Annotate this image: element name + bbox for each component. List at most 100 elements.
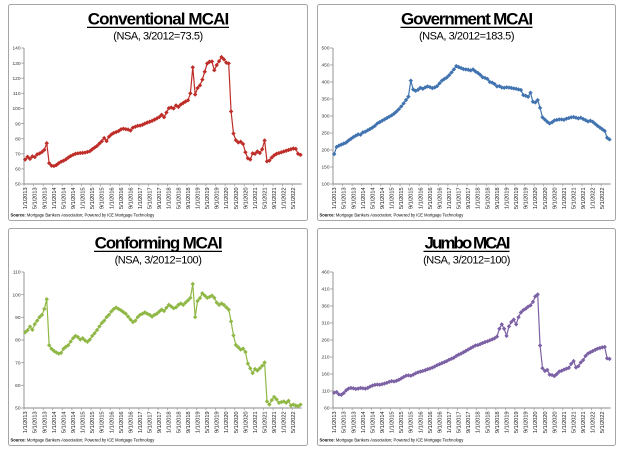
svg-text:5/1/2016: 5/1/2016	[119, 412, 125, 434]
svg-text:1/1/2021: 1/1/2021	[562, 188, 568, 210]
svg-text:Source: Mortgage Bankers Assoc: Source: Mortgage Bankers Association; Po…	[11, 213, 156, 218]
svg-text:1/1/2018: 1/1/2018	[476, 412, 482, 434]
svg-text:5/1/2013: 5/1/2013	[33, 412, 39, 434]
svg-text:60: 60	[15, 383, 21, 389]
svg-text:100: 100	[321, 182, 329, 188]
svg-text:100: 100	[12, 106, 20, 112]
svg-text:9/1/2016: 9/1/2016	[437, 188, 443, 210]
svg-text:450: 450	[321, 63, 329, 69]
svg-text:210: 210	[321, 355, 329, 361]
svg-text:1/1/2014: 1/1/2014	[361, 187, 367, 210]
svg-text:9/1/2013: 9/1/2013	[42, 412, 48, 434]
svg-text:50: 50	[15, 406, 21, 412]
svg-text:360: 360	[321, 304, 329, 310]
svg-text:5/1/2014: 5/1/2014	[370, 187, 376, 210]
svg-text:160: 160	[321, 372, 329, 378]
svg-text:5/1/2015: 5/1/2015	[399, 188, 405, 210]
svg-text:5/1/2022: 5/1/2022	[600, 188, 606, 210]
svg-text:5/1/2019: 5/1/2019	[514, 412, 520, 434]
svg-text:9/1/2016: 9/1/2016	[128, 412, 134, 434]
svg-text:5/1/2013: 5/1/2013	[342, 188, 348, 210]
svg-text:9/1/2020: 9/1/2020	[552, 412, 558, 434]
svg-text:80: 80	[15, 136, 21, 142]
svg-text:5/1/2015: 5/1/2015	[399, 412, 405, 434]
svg-text:1/1/2015: 1/1/2015	[390, 188, 396, 210]
svg-text:90: 90	[15, 121, 21, 127]
svg-text:9/1/2019: 9/1/2019	[524, 188, 530, 210]
svg-text:110: 110	[13, 91, 21, 97]
svg-text:50: 50	[15, 182, 21, 188]
svg-text:1/1/2013: 1/1/2013	[332, 188, 338, 210]
svg-text:1/1/2020: 1/1/2020	[224, 412, 230, 434]
svg-text:1/1/2022: 1/1/2022	[282, 412, 288, 434]
svg-text:5/1/2020: 5/1/2020	[543, 412, 549, 434]
svg-text:350: 350	[321, 97, 329, 103]
svg-text:1/1/2015: 1/1/2015	[390, 412, 396, 434]
svg-text:1/1/2017: 1/1/2017	[138, 188, 144, 210]
svg-text:9/1/2018: 9/1/2018	[495, 188, 501, 210]
svg-text:5/1/2018: 5/1/2018	[176, 188, 182, 210]
svg-text:5/1/2016: 5/1/2016	[428, 188, 434, 210]
svg-text:(NSA, 3/2012=100): (NSA, 3/2012=100)	[423, 255, 510, 267]
svg-text:1/1/2013: 1/1/2013	[332, 412, 338, 434]
svg-text:5/1/2017: 5/1/2017	[148, 188, 154, 210]
svg-text:1/1/2020: 1/1/2020	[224, 188, 230, 210]
svg-text:9/1/2021: 9/1/2021	[581, 188, 587, 210]
svg-text:9/1/2021: 9/1/2021	[581, 412, 587, 434]
svg-text:9/1/2014: 9/1/2014	[71, 411, 77, 434]
svg-text:9/1/2016: 9/1/2016	[128, 188, 134, 210]
svg-text:80: 80	[15, 338, 21, 344]
svg-text:1/1/2020: 1/1/2020	[533, 412, 539, 434]
svg-text:1/1/2016: 1/1/2016	[109, 188, 115, 210]
svg-text:140: 140	[12, 46, 20, 52]
svg-text:5/1/2013: 5/1/2013	[342, 412, 348, 434]
svg-text:1/1/2014: 1/1/2014	[52, 187, 58, 210]
svg-text:1/1/2019: 1/1/2019	[504, 412, 510, 434]
svg-text:1/1/2022: 1/1/2022	[591, 188, 597, 210]
svg-text:1/1/2018: 1/1/2018	[167, 412, 173, 434]
svg-text:1/1/2022: 1/1/2022	[591, 412, 597, 434]
svg-text:9/1/2018: 9/1/2018	[186, 412, 192, 434]
svg-text:5/1/2014: 5/1/2014	[61, 411, 67, 434]
svg-text:100: 100	[12, 292, 20, 298]
svg-text:250: 250	[321, 131, 329, 137]
svg-text:410: 410	[321, 287, 329, 293]
svg-text:9/1/2013: 9/1/2013	[42, 188, 48, 210]
svg-text:60: 60	[15, 167, 21, 173]
svg-text:1/1/2016: 1/1/2016	[418, 412, 424, 434]
svg-text:Source: Mortgage Bankers Assoc: Source: Mortgage Bankers Association; Po…	[320, 438, 465, 443]
svg-text:9/1/2014: 9/1/2014	[71, 187, 77, 210]
svg-text:1/1/2022: 1/1/2022	[282, 188, 288, 210]
svg-text:260: 260	[321, 338, 329, 344]
svg-text:9/1/2019: 9/1/2019	[215, 188, 221, 210]
svg-text:5/1/2022: 5/1/2022	[291, 412, 297, 434]
svg-text:5/1/2014: 5/1/2014	[61, 187, 67, 210]
svg-text:5/1/2021: 5/1/2021	[263, 412, 269, 434]
svg-text:Government MCAI: Government MCAI	[401, 10, 532, 29]
svg-text:1/1/2013: 1/1/2013	[23, 188, 29, 210]
svg-text:9/1/2014: 9/1/2014	[380, 187, 386, 210]
svg-text:9/1/2016: 9/1/2016	[437, 412, 443, 434]
svg-text:9/1/2020: 9/1/2020	[552, 188, 558, 210]
svg-text:9/1/2020: 9/1/2020	[243, 412, 249, 434]
svg-text:5/1/2022: 5/1/2022	[291, 188, 297, 210]
svg-text:5/1/2017: 5/1/2017	[457, 188, 463, 210]
svg-text:9/1/2015: 9/1/2015	[100, 188, 106, 210]
svg-text:5/1/2020: 5/1/2020	[234, 412, 240, 434]
svg-text:5/1/2013: 5/1/2013	[33, 188, 39, 210]
svg-text:5/1/2014: 5/1/2014	[370, 411, 376, 434]
svg-text:(NSA, 3/2012=183.5): (NSA, 3/2012=183.5)	[419, 31, 514, 43]
svg-text:300: 300	[321, 114, 329, 120]
svg-text:(NSA, 3/2012=100): (NSA, 3/2012=100)	[115, 255, 202, 267]
svg-text:Source: Mortgage Bankers Assoc: Source: Mortgage Bankers Association; Po…	[11, 438, 156, 443]
svg-text:5/1/2021: 5/1/2021	[572, 188, 578, 210]
svg-text:5/1/2015: 5/1/2015	[90, 412, 96, 434]
svg-text:Source: Mortgage Bankers Assoc: Source: Mortgage Bankers Association; Po…	[320, 213, 465, 218]
svg-text:5/1/2018: 5/1/2018	[176, 412, 182, 434]
svg-text:5/1/2019: 5/1/2019	[205, 188, 211, 210]
svg-text:9/1/2021: 9/1/2021	[272, 412, 278, 434]
svg-text:1/1/2017: 1/1/2017	[447, 188, 453, 210]
svg-text:200: 200	[321, 148, 329, 154]
svg-text:5/1/2019: 5/1/2019	[205, 412, 211, 434]
svg-text:5/1/2020: 5/1/2020	[234, 188, 240, 210]
